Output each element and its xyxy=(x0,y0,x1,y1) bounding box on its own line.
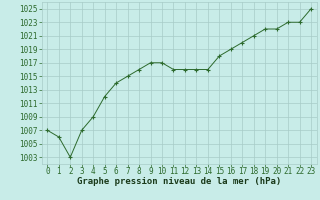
X-axis label: Graphe pression niveau de la mer (hPa): Graphe pression niveau de la mer (hPa) xyxy=(77,177,281,186)
